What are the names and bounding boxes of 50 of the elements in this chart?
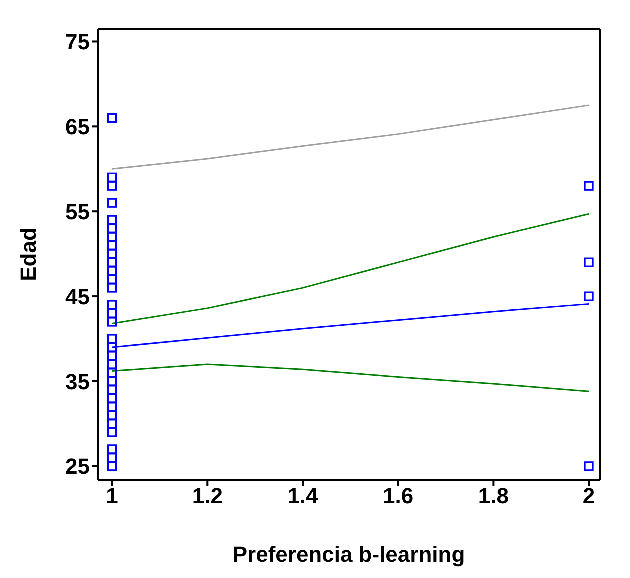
x-tick-label: 1 xyxy=(106,484,118,509)
point xyxy=(108,453,118,463)
y-tick-label: 75 xyxy=(66,30,90,55)
point xyxy=(108,419,118,429)
x-tick-label: 1.8 xyxy=(478,484,509,509)
point xyxy=(108,317,118,327)
point xyxy=(108,368,118,378)
point xyxy=(108,274,118,284)
y-tick-label: 65 xyxy=(66,114,90,140)
point xyxy=(108,410,118,420)
point xyxy=(108,249,118,259)
point xyxy=(108,113,118,123)
point xyxy=(108,385,118,395)
point xyxy=(584,292,594,302)
x-tick-label: 1.6 xyxy=(383,484,414,509)
point xyxy=(108,266,118,276)
x-tick-label: 1.4 xyxy=(288,484,320,509)
point xyxy=(108,283,118,293)
point xyxy=(108,376,118,386)
point xyxy=(108,224,118,234)
x-axis-title: Preferencia b-learning xyxy=(232,542,466,567)
y-tick-label: 45 xyxy=(66,284,90,310)
y-axis-title: Edad xyxy=(16,228,41,282)
point xyxy=(108,360,118,370)
y-tick-label: 35 xyxy=(66,369,90,394)
point xyxy=(584,462,594,472)
point xyxy=(108,215,118,225)
point xyxy=(108,258,118,268)
y-tick-label: 55 xyxy=(66,199,90,224)
x-tick-label: 1.2 xyxy=(192,484,223,509)
point xyxy=(584,181,594,191)
point xyxy=(108,351,118,361)
y-tick-label: 25 xyxy=(66,454,90,480)
line-series xyxy=(112,104,590,170)
point xyxy=(108,342,118,352)
point xyxy=(108,232,118,242)
point xyxy=(108,402,118,412)
point xyxy=(108,198,118,208)
point xyxy=(108,181,118,191)
point xyxy=(108,462,118,472)
point xyxy=(108,308,118,318)
point xyxy=(108,300,118,310)
point xyxy=(108,334,118,344)
point xyxy=(108,428,118,438)
point xyxy=(584,258,594,268)
point xyxy=(108,444,118,454)
x-tick-label: 2 xyxy=(582,484,596,509)
point xyxy=(108,172,118,182)
point xyxy=(108,394,118,404)
point xyxy=(108,240,118,250)
